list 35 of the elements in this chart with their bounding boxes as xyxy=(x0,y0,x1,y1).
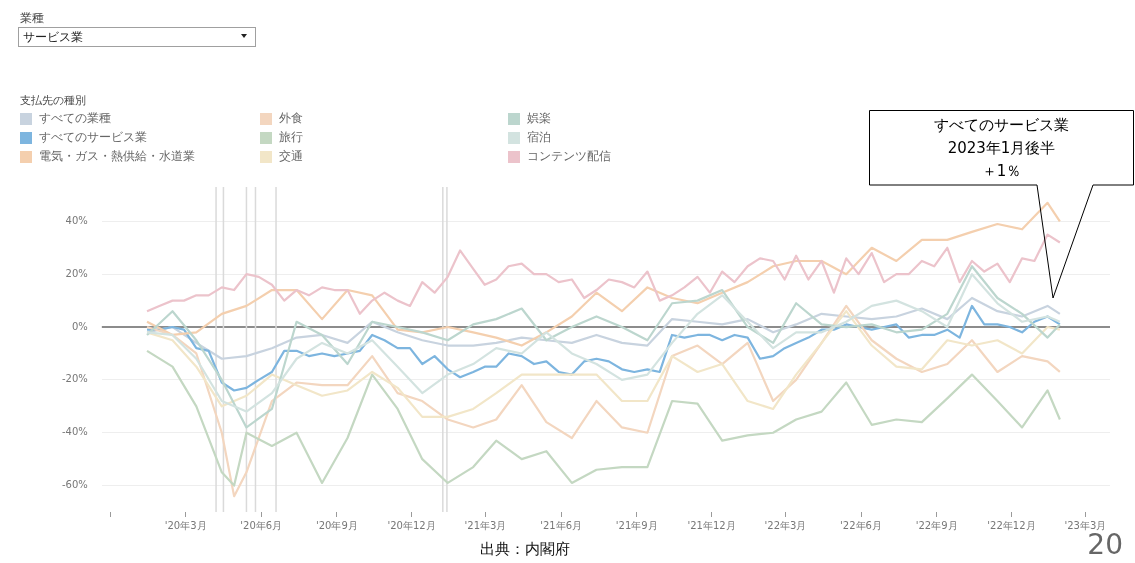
legend-label: 宿泊 xyxy=(527,129,551,146)
legend-label: 娯楽 xyxy=(527,110,551,127)
text: すべてのサービス業 xyxy=(933,115,1070,136)
legend-title: 支払先の種別 xyxy=(20,93,86,108)
legend-label: すべての業種 xyxy=(39,110,111,127)
x-tick-label: '22年12月 xyxy=(987,519,1036,531)
x-tick-label: '21年12月 xyxy=(687,519,736,531)
x-tick-label: '21年9月 xyxy=(615,519,658,531)
x-tick-label: '22年6月 xyxy=(840,519,882,531)
y-tick-label: 0% xyxy=(71,320,88,332)
legend-label: すべてのサービス業 xyxy=(39,129,147,146)
x-tick-label: '20年6月 xyxy=(240,519,283,531)
text: ＋1％ xyxy=(980,161,1023,182)
x-tick-label: '22年3月 xyxy=(764,519,807,531)
text: 2023年1月後半 xyxy=(946,138,1057,159)
y-tick-label: 20% xyxy=(65,267,88,279)
x-tick-label: '21年3月 xyxy=(464,519,507,531)
y-tick-label: -20% xyxy=(61,373,88,385)
text: 業種 xyxy=(20,11,44,25)
legend-label: コンテンツ配信 xyxy=(527,148,611,165)
x-tick-label: '23年3月 xyxy=(1064,519,1107,531)
x-tick-label: '21年6月 xyxy=(540,519,583,531)
legend-label: 電気・ガス・熱供給・水道業 xyxy=(39,148,195,165)
source-note: 出典：内閣府 xyxy=(480,540,570,558)
y-tick-label: 40% xyxy=(65,214,88,226)
legend-label: 旅行 xyxy=(279,129,303,146)
y-tick-label: -40% xyxy=(61,426,88,438)
legend-label: 外食 xyxy=(279,110,303,127)
x-tick-label: '20年12月 xyxy=(387,519,436,531)
legend-label: 交通 xyxy=(279,148,303,165)
y-tick-label: -60% xyxy=(61,479,88,491)
x-tick-label: '20年3月 xyxy=(164,519,207,531)
text: サービス業 xyxy=(23,30,83,44)
x-tick-label: '22年9月 xyxy=(915,519,958,531)
x-tick-label: '20年9月 xyxy=(315,519,358,531)
